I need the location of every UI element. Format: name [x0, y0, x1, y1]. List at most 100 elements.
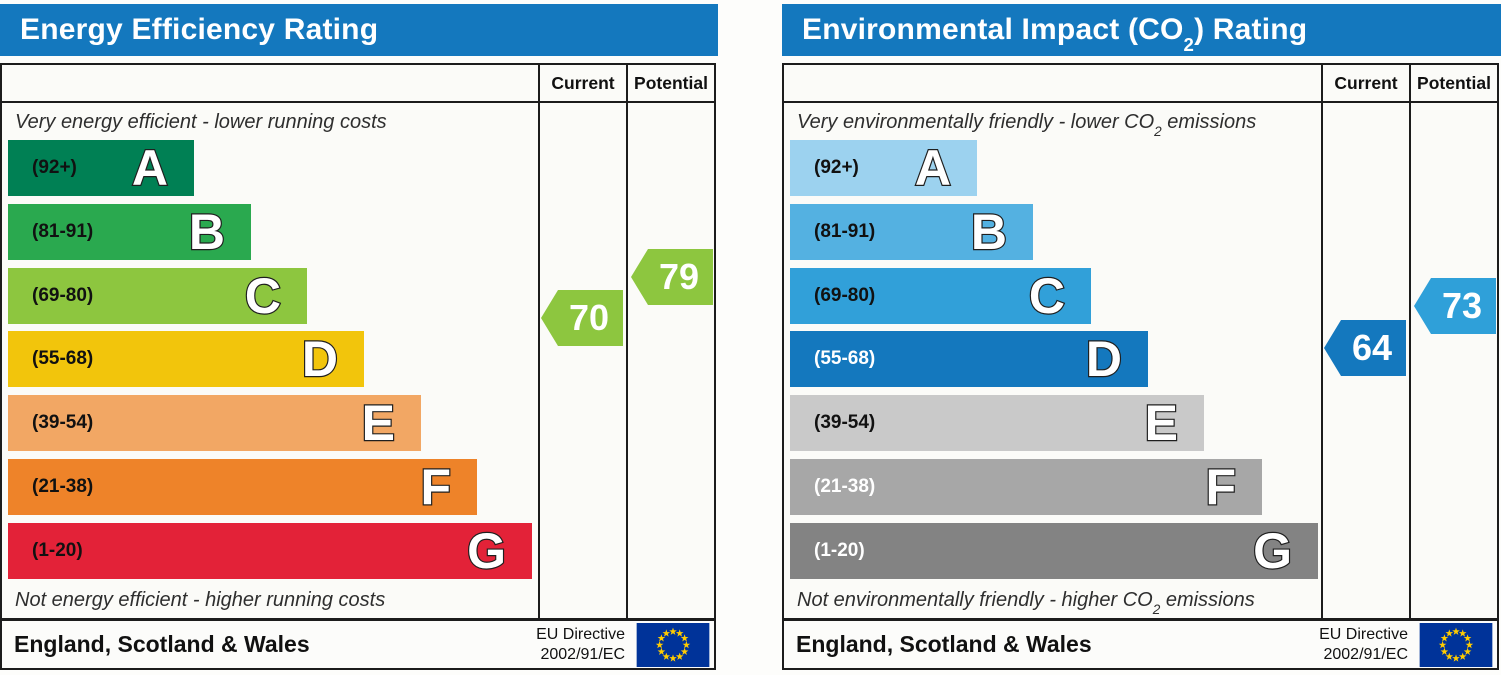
- header-spacer: [2, 65, 538, 101]
- eu-flag-icon: [636, 622, 710, 667]
- current-rating-value: 64: [1351, 327, 1393, 368]
- band-letter: G: [466, 523, 507, 579]
- band-range-label: (39-54): [32, 412, 94, 433]
- top-caption-text: Very environmentally friendly - lower CO: [797, 111, 1155, 133]
- environmental-impact-chart: Environmental Impact (CO2) Rating Curren…: [782, 4, 1501, 670]
- band-range-label: (92+): [32, 157, 77, 178]
- band-range-label: (1-20): [814, 540, 865, 561]
- header-spacer: [784, 65, 1321, 101]
- band-range-label: (1-20): [32, 540, 83, 561]
- energy-chart-title-bar: Energy Efficiency Rating: [0, 4, 718, 56]
- bottom-caption-text: Not environmentally friendly - higher CO: [797, 589, 1153, 611]
- column-header-row: Current Potential: [2, 65, 714, 103]
- chart-title: Environmental Impact (CO2) Rating: [802, 13, 1308, 53]
- potential-column-header: Potential: [1409, 65, 1497, 101]
- band-letter: A: [914, 140, 953, 196]
- band-letter: B: [188, 204, 227, 260]
- rating-band-c: (69-80) C: [790, 268, 1091, 324]
- band-letter: F: [419, 459, 452, 515]
- rating-band-b: (81-91) B: [8, 204, 251, 260]
- region-label: England, Scotland & Wales: [796, 631, 1092, 657]
- chart-footer: England, Scotland & Wales EU Directive 20…: [2, 618, 714, 668]
- band-letter: E: [360, 395, 396, 451]
- rating-band-c: (69-80) C: [8, 268, 307, 324]
- eu-directive-line2: 2002/91/EC: [540, 645, 625, 663]
- chart-title-sub: 2: [1183, 33, 1195, 55]
- rating-band-e: (39-54) E: [8, 395, 421, 451]
- band-range-label: (69-80): [814, 285, 876, 306]
- band-letter: C: [1028, 268, 1067, 324]
- rating-band-f: (21-38) F: [790, 459, 1262, 515]
- band-letter: A: [131, 140, 170, 196]
- band-letter: B: [970, 204, 1009, 260]
- potential-rating-value: 73: [1441, 285, 1483, 326]
- column-header-row: Current Potential: [784, 65, 1497, 103]
- band-range-label: (69-80): [32, 285, 94, 306]
- potential-column-header: Potential: [626, 65, 714, 101]
- band-range-label: (81-91): [814, 221, 876, 242]
- rating-band-f: (21-38) F: [8, 459, 477, 515]
- rating-band-g: (1-20) G: [8, 523, 532, 579]
- current-column-header: Current: [1321, 65, 1409, 101]
- potential-rating-arrow: 79: [631, 249, 713, 305]
- band-range-label: (39-54): [814, 412, 876, 433]
- chart-title-text: Energy Efficiency Rating: [20, 13, 379, 46]
- region-label: England, Scotland & Wales: [14, 631, 310, 657]
- band-letter: D: [301, 331, 340, 387]
- top-caption-text: Very energy efficient - lower running co…: [15, 111, 387, 133]
- environmental-chart-table: Current Potential Very environmentally f…: [782, 63, 1499, 670]
- band-range-label: (92+): [814, 157, 859, 178]
- current-column-separator: [538, 103, 540, 618]
- rating-band-d: (55-68) D: [8, 331, 364, 387]
- top-caption-sub: 2: [1154, 123, 1162, 139]
- rating-band-a: (92+) A: [790, 140, 977, 196]
- environmental-band-area: Very environmentally friendly - lower CO…: [784, 103, 1497, 618]
- environmental-chart-title-bar: Environmental Impact (CO2) Rating: [782, 4, 1501, 56]
- bottom-caption: Not environmentally friendly - higher CO…: [797, 589, 1255, 616]
- band-letter: C: [244, 268, 283, 324]
- rating-band-a: (92+) A: [8, 140, 194, 196]
- eu-directive-label: EU Directive 2002/91/EC: [536, 625, 625, 663]
- rating-band-e: (39-54) E: [790, 395, 1204, 451]
- bottom-caption-suffix: emissions: [1160, 589, 1255, 611]
- bottom-caption-text: Not energy efficient - higher running co…: [15, 589, 386, 611]
- chart-title-text: Environmental Impact (CO: [802, 13, 1184, 46]
- band-letter: G: [1252, 523, 1293, 579]
- potential-column-separator: [1409, 103, 1411, 618]
- current-rating-arrow: 70: [541, 290, 623, 346]
- eu-flag-icon: [1419, 622, 1493, 667]
- top-caption: Very energy efficient - lower running co…: [15, 111, 387, 134]
- rating-band-b: (81-91) B: [790, 204, 1033, 260]
- energy-efficiency-chart: Energy Efficiency Rating Current Potenti…: [0, 4, 718, 670]
- band-letter: E: [1143, 395, 1179, 451]
- current-rating-value: 70: [568, 297, 610, 338]
- bottom-caption: Not energy efficient - higher running co…: [15, 589, 385, 612]
- energy-band-area: Very energy efficient - lower running co…: [2, 103, 714, 618]
- band-range-label: (55-68): [814, 348, 876, 369]
- rating-band-d: (55-68) D: [790, 331, 1148, 387]
- current-column-separator: [1321, 103, 1323, 618]
- energy-chart-table: Current Potential Very energy efficient …: [0, 63, 716, 670]
- band-range-label: (81-91): [32, 221, 94, 242]
- current-column-header: Current: [538, 65, 626, 101]
- top-caption: Very environmentally friendly - lower CO…: [797, 111, 1257, 138]
- band-range-label: (55-68): [32, 348, 94, 369]
- potential-rating-arrow: 73: [1414, 278, 1496, 334]
- potential-column-separator: [626, 103, 628, 618]
- eu-directive-line2: 2002/91/EC: [1323, 645, 1408, 663]
- chart-title-suffix: ) Rating: [1194, 13, 1308, 46]
- band-letter: D: [1085, 331, 1124, 387]
- bottom-caption-sub: 2: [1152, 601, 1161, 617]
- current-rating-arrow: 64: [1324, 320, 1406, 376]
- rating-band-g: (1-20) G: [790, 523, 1318, 579]
- band-range-label: (21-38): [814, 476, 876, 497]
- band-range-label: (21-38): [32, 476, 94, 497]
- top-caption-suffix: emissions: [1161, 111, 1257, 133]
- eu-directive-label: EU Directive 2002/91/EC: [1319, 625, 1408, 663]
- eu-directive-line1: EU Directive: [536, 626, 625, 644]
- chart-footer: England, Scotland & Wales EU Directive 20…: [784, 618, 1497, 668]
- band-letter: F: [1204, 459, 1237, 515]
- chart-title: Energy Efficiency Rating: [20, 13, 378, 47]
- potential-rating-value: 79: [658, 256, 700, 297]
